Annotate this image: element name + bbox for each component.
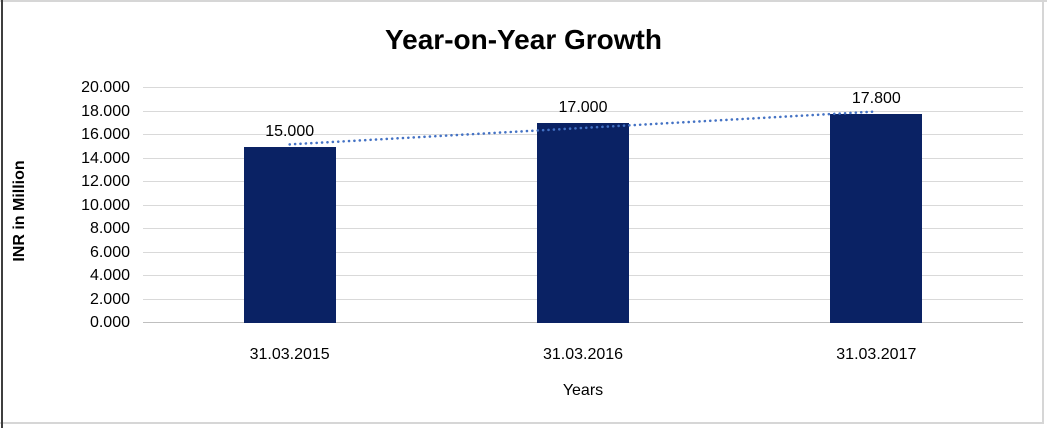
y-tick-label: 4.000 [89, 267, 130, 284]
x-tick-label: 31.03.2015 [249, 346, 330, 363]
trendline [288, 110, 878, 146]
chart-border-right [1042, 1, 1044, 424]
y-tick-label: 2.000 [89, 290, 130, 308]
plot-area: 15.000 17.000 17.800 [143, 87, 1023, 323]
bar [243, 146, 336, 323]
bar [830, 113, 923, 323]
gridline [143, 87, 1023, 88]
bar-value-label: 15.000 [265, 122, 315, 140]
y-tick-label: 12.000 [81, 173, 130, 190]
bar-value-label: 17.000 [558, 99, 608, 117]
chart-title: Year-on-Year Growth [385, 24, 662, 55]
chart-border-left [1, 0, 3, 428]
y-tick-label: 8.000 [89, 220, 130, 237]
y-tick-label: 10.000 [81, 196, 130, 214]
bar [537, 123, 629, 323]
trendline-path [288, 110, 878, 146]
x-tick-label: 31.03.2016 [542, 346, 624, 363]
y-tick-label: 18.000 [81, 102, 130, 120]
gridline [143, 110, 1023, 112]
x-tick-label: 31.03.2017 [836, 346, 917, 363]
y-tick-label: 14.000 [81, 149, 130, 167]
x-axis-title: Years [562, 382, 604, 399]
chart-border-top [0, 0, 1047, 2]
chart-border-bottom [0, 422, 1044, 424]
y-tick-label: 0.000 [89, 314, 130, 331]
y-axis-title: INR in Million [11, 160, 28, 262]
bar-value-label: 17.800 [851, 89, 901, 107]
y-tick-label: 20.000 [81, 79, 130, 96]
y-tick-label: 6.000 [89, 243, 130, 261]
y-tick-label: 16.000 [81, 126, 130, 143]
